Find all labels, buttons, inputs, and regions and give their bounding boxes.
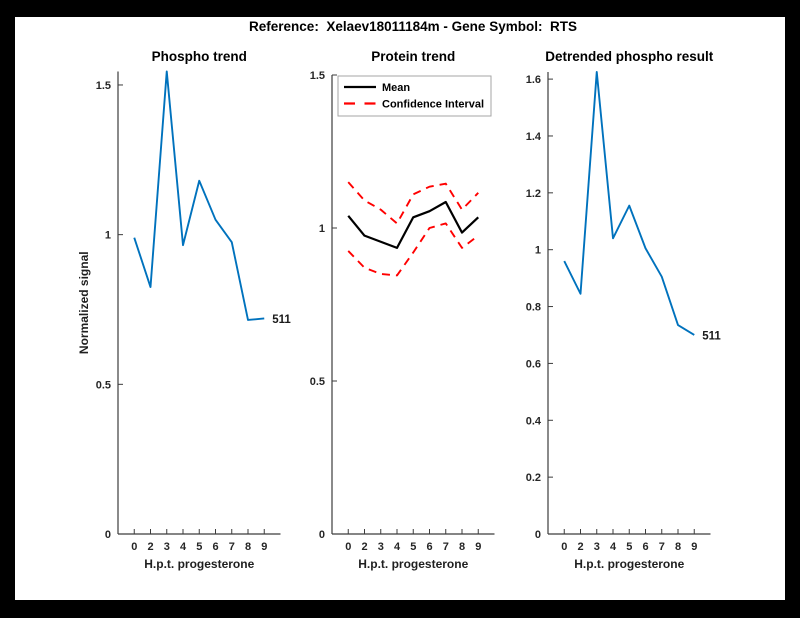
legend-entry-label: Mean xyxy=(382,82,410,94)
x-tick-label: 0 xyxy=(561,541,567,553)
x-tick-label: 7 xyxy=(443,541,449,553)
legend-entry-label: Confidence Interval xyxy=(382,99,484,111)
x-tick-label: 5 xyxy=(196,541,202,553)
series-ci-lower-line xyxy=(347,222,479,277)
y-tick-label: 0.2 xyxy=(526,472,541,484)
y-tick-label: 1.2 xyxy=(526,188,541,200)
x-tick-label: 8 xyxy=(459,541,465,553)
y-tick-label: 1 xyxy=(535,245,541,257)
x-tick-label: 4 xyxy=(394,541,401,553)
x-tick-label: 8 xyxy=(675,541,681,553)
y-tick-label: 1 xyxy=(319,223,325,235)
x-tick-label: 2 xyxy=(147,541,153,553)
series-ci-upper-line xyxy=(347,181,479,225)
x-tick-label: 2 xyxy=(361,541,367,553)
y-tick-label: 1.4 xyxy=(526,131,542,143)
series-end-label: 511 xyxy=(702,330,721,342)
y-tick-label: 0.5 xyxy=(96,379,111,391)
x-tick-label: 4 xyxy=(180,541,187,553)
series-phospho-trend-line xyxy=(133,70,265,321)
figure-title: Reference: Xelaev18011184m - Gene Symbol… xyxy=(249,19,577,34)
y-tick-label: 0.6 xyxy=(526,358,541,370)
y-tick-label: 0.5 xyxy=(310,376,325,388)
subplot-title: Phospho trend xyxy=(152,49,247,64)
x-tick-label: 2 xyxy=(577,541,583,553)
y-tick-label: 0 xyxy=(535,529,541,541)
x-tick-label: 7 xyxy=(659,541,665,553)
x-tick-label: 6 xyxy=(426,541,432,553)
y-tick-label: 1.5 xyxy=(310,70,325,82)
y-axis-label: Normalized signal xyxy=(77,251,91,354)
x-tick-label: 6 xyxy=(212,541,218,553)
legend-box xyxy=(337,75,492,117)
series-mean-line xyxy=(347,200,480,249)
x-tick-label: 3 xyxy=(594,541,600,553)
x-tick-label: 6 xyxy=(642,541,648,553)
y-tick-label: 1.6 xyxy=(526,74,541,86)
x-tick-label: 3 xyxy=(378,541,384,553)
y-tick-label: 0.8 xyxy=(526,302,541,314)
x-tick-label: 0 xyxy=(345,541,351,553)
y-tick-label: 1.5 xyxy=(96,80,111,92)
subplot-title: Detrended phospho result xyxy=(545,49,714,64)
x-tick-label: 3 xyxy=(164,541,170,553)
x-tick-label: 9 xyxy=(691,541,697,553)
x-tick-label: 7 xyxy=(229,541,235,553)
series-detrended-phospho-line xyxy=(563,71,695,336)
x-axis-label: H.p.t. progesterone xyxy=(574,557,684,571)
x-tick-label: 5 xyxy=(410,541,416,553)
y-tick-label: 0 xyxy=(319,529,325,541)
subplot-title: Protein trend xyxy=(371,49,455,64)
x-tick-label: 5 xyxy=(626,541,632,553)
y-tick-label: 1 xyxy=(105,230,111,242)
x-axis-label: H.p.t. progesterone xyxy=(358,557,468,571)
x-tick-label: 4 xyxy=(610,541,617,553)
series-end-label: 511 xyxy=(272,314,291,326)
x-tick-label: 0 xyxy=(131,541,137,553)
x-tick-label: 8 xyxy=(245,541,251,553)
x-axis-label: H.p.t. progesterone xyxy=(144,557,254,571)
y-tick-label: 0 xyxy=(105,529,111,541)
x-tick-label: 9 xyxy=(475,541,481,553)
y-tick-label: 0.4 xyxy=(526,415,542,427)
x-tick-label: 9 xyxy=(261,541,267,553)
